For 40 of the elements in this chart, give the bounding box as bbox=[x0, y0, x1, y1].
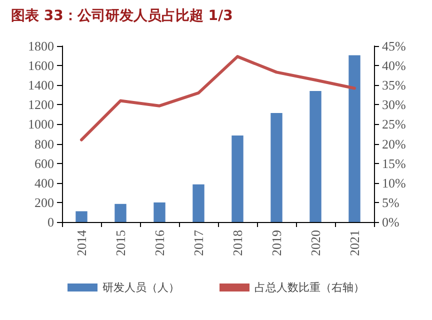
y-tick-label: 800 bbox=[34, 136, 54, 152]
x-tick-label: 2018 bbox=[230, 230, 245, 256]
y2-tick-label: 0% bbox=[382, 214, 400, 230]
y2-tick-label: 15% bbox=[382, 156, 406, 171]
bar bbox=[270, 112, 282, 222]
chart-title: 图表 33：公司研发人员占比超 1/3 bbox=[11, 8, 233, 24]
legend-label: 研发人员（人） bbox=[102, 281, 180, 294]
y-tick-label: 1600 bbox=[28, 58, 54, 74]
x-tick-label: 2015 bbox=[113, 230, 128, 256]
y2-tick-label: 35% bbox=[382, 78, 406, 93]
line-series bbox=[80, 55, 356, 142]
x-tick-label: 2020 bbox=[308, 230, 323, 256]
y2-tick-label: 20% bbox=[382, 136, 406, 152]
y2-tick-label: 45% bbox=[382, 38, 406, 54]
x-tick-label: 2014 bbox=[74, 230, 89, 256]
y2-tick-label: 30% bbox=[382, 97, 406, 112]
bar bbox=[348, 55, 360, 222]
y-tick-label: 400 bbox=[34, 175, 54, 190]
y2-tick-label: 40% bbox=[382, 58, 406, 74]
y-tick-label: 1000 bbox=[28, 116, 54, 132]
bar bbox=[76, 211, 88, 222]
y-tick-label: 1800 bbox=[28, 38, 54, 54]
legend-label: 占总人数比重（右轴） bbox=[254, 281, 364, 294]
y2-tick-label: 25% bbox=[382, 116, 406, 132]
y-tick-label: 600 bbox=[34, 156, 54, 171]
y2-tick-label: 5% bbox=[382, 194, 400, 210]
y2-tick-label: 10% bbox=[382, 175, 406, 190]
bar bbox=[114, 204, 126, 222]
x-tick-label: 2016 bbox=[152, 230, 167, 256]
bar bbox=[192, 184, 204, 222]
bar bbox=[310, 90, 322, 222]
x-tick-label: 2017 bbox=[191, 230, 206, 256]
y-tick-label: 200 bbox=[34, 194, 54, 210]
bar bbox=[232, 135, 244, 222]
y-tick-label: 1200 bbox=[28, 97, 54, 112]
x-tick-label: 2021 bbox=[347, 230, 362, 256]
x-tick-label: 2019 bbox=[269, 230, 284, 256]
bar bbox=[154, 202, 166, 222]
y-tick-label: 0 bbox=[48, 214, 54, 230]
y-tick-label: 1400 bbox=[28, 78, 54, 93]
